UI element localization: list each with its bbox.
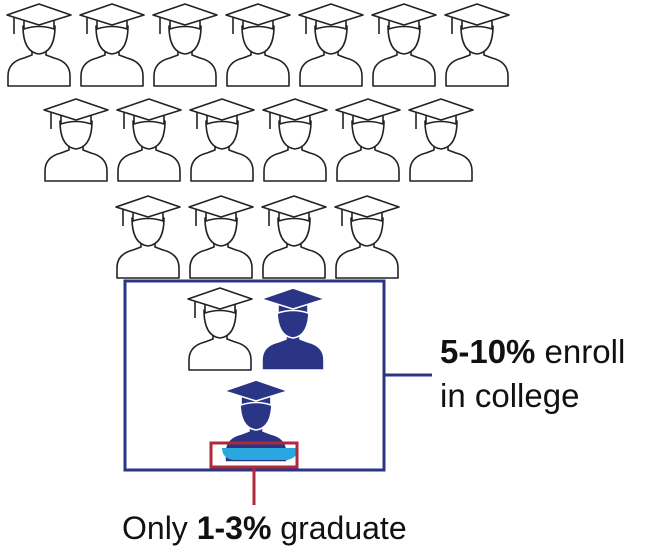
graduate-person-icon: [79, 3, 145, 87]
graduate-prefix: Only: [122, 510, 197, 546]
graduate-person-icon: [187, 287, 253, 371]
graduate-person-icon: [262, 98, 328, 182]
enroll-percent: 5-10%: [440, 333, 536, 370]
graduate-person-icon: [444, 3, 510, 87]
enroll-text: enroll: [535, 333, 626, 370]
graduate-person-icon: [188, 195, 254, 279]
graduate-person-icon: [334, 195, 400, 279]
graduate-person-icon: [115, 195, 181, 279]
graduate-person-icon: [6, 3, 72, 87]
enroll-label: 5-10% enroll in college: [440, 330, 625, 418]
graduate-person-icon: [335, 98, 401, 182]
graduate-person-icon: [189, 98, 255, 182]
graduate-person-icon: [116, 98, 182, 182]
graduate-person-icon: [298, 3, 364, 87]
graduate-person-icon: [225, 3, 291, 87]
graduate-person-icon: [371, 3, 437, 87]
graduate-person-icon: [261, 195, 327, 279]
graduate-suffix: graduate: [271, 510, 407, 546]
graduate-person-icon: [408, 98, 474, 182]
graduate-label: Only 1-3% graduate: [122, 508, 407, 548]
graduate-person-icon: [260, 287, 326, 371]
graduate-percent: 1-3%: [196, 510, 272, 546]
graduate-person-icon: [152, 3, 218, 87]
enroll-text-line2: in college: [440, 377, 580, 414]
graduate-person-icon: [43, 98, 109, 182]
crowd-group: [6, 3, 510, 463]
graduate-fill: [222, 448, 298, 460]
